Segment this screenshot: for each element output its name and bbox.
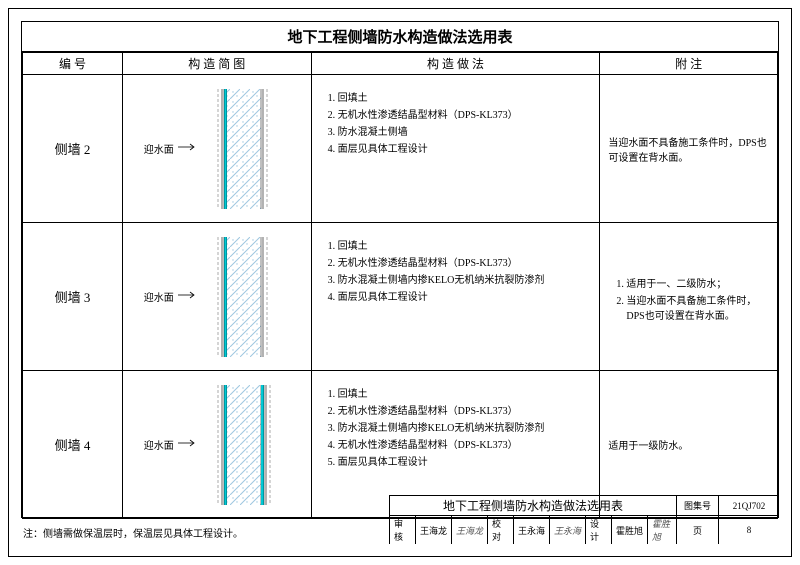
method-step: 面层见具体工程设计 [338,140,592,155]
titleblock-sheet-title: 地下工程侧墙防水构造做法选用表 [390,496,677,515]
wall-section-icon [200,385,290,505]
notes-cell: 适用于一、二级防水； 当迎水面不具备施工条件时，DPS也可设置在背水面。 [600,223,778,371]
method-step: 面层见具体工程设计 [338,288,592,303]
method-cell: 回填土无机水性渗透结晶型材料（DPS-KL373） 防水混凝土侧墙面层见具体工程设… [311,75,600,223]
diagram-label: 迎水面 [144,289,174,304]
title-block: 地下工程侧墙防水构造做法选用表 图集号 21QJ702 审核 王海龙 王海龙 校… [389,495,779,544]
proof-label: 校对 [488,516,514,544]
method-steps: 回填土无机水性渗透结晶型材料（DPS-KL373） 防水混凝土侧墙内掺KELO无机… [320,385,592,468]
diagram-label: 迎水面 [144,141,174,156]
atlas-label: 图集号 [677,496,719,515]
inner-frame: 地下工程侧墙防水构造做法选用表 编 号 构 造 简 图 构 造 做 法 附 注 … [21,21,779,518]
header-diagram: 构 造 简 图 [122,53,311,75]
page-label: 页 [677,516,719,544]
review-label: 审核 [390,516,416,544]
row-id: 侧墙 3 [23,223,123,371]
diagram-label: 迎水面 [144,437,174,452]
table-row: 侧墙 3 迎水面 回填土无机水性渗透结晶型材料（DPS-KL373） 防水混凝土侧… [23,223,778,371]
diagram-cell: 迎水面 [122,223,311,371]
method-step: 无机水性渗透结晶型材料（DPS-KL373） [338,436,592,451]
method-step: 回填土 [338,385,592,400]
method-step: 无机水性渗透结晶型材料（DPS-KL373） [338,254,592,269]
arrow-right-icon [178,143,196,154]
atlas-value: 21QJ702 [719,496,779,515]
row-id: 侧墙 4 [23,371,123,519]
table-row: 侧墙 2 迎水面 回填土无机水性渗透结晶型材料（DPS-KL373） 防水混凝土侧… [23,75,778,223]
proof-signature: 王永海 [550,516,586,544]
outer-frame: 地下工程侧墙防水构造做法选用表 编 号 构 造 简 图 构 造 做 法 附 注 … [8,8,792,557]
method-cell: 回填土无机水性渗透结晶型材料（DPS-KL373） 防水混凝土侧墙内掺KELO无机… [311,223,600,371]
review-signature: 王海龙 [452,516,488,544]
row-id: 侧墙 2 [23,75,123,223]
method-step: 防水混凝土侧墙内掺KELO无机纳米抗裂防渗剂 [338,419,592,434]
page-title: 地下工程侧墙防水构造做法选用表 [22,22,778,52]
table-header-row: 编 号 构 造 简 图 构 造 做 法 附 注 [23,53,778,75]
design-label: 设计 [586,516,612,544]
proof-name: 王永海 [514,516,550,544]
diagram-cell: 迎水面 [122,75,311,223]
method-step: 面层见具体工程设计 [338,453,592,468]
method-step: 回填土 [338,89,592,104]
method-step: 无机水性渗透结晶型材料（DPS-KL373） [338,106,592,121]
design-name: 霍胜旭 [612,516,648,544]
method-steps: 回填土无机水性渗透结晶型材料（DPS-KL373） 防水混凝土侧墙内掺KELO无机… [320,237,592,303]
design-signature: 霍胜旭 [648,516,677,544]
method-step: 防水混凝土侧墙内掺KELO无机纳米抗裂防渗剂 [338,271,592,286]
method-step: 无机水性渗透结晶型材料（DPS-KL373） [338,402,592,417]
method-step: 回填土 [338,237,592,252]
method-steps: 回填土无机水性渗透结晶型材料（DPS-KL373） 防水混凝土侧墙面层见具体工程设… [320,89,592,155]
header-id: 编 号 [23,53,123,75]
header-method: 构 造 做 法 [311,53,600,75]
wall-section-icon [200,237,290,357]
notes-item: 当迎水面不具备施工条件时，DPS也可设置在背水面。 [626,292,769,322]
notes-item: 适用于一、二级防水； [626,275,769,290]
selection-table: 编 号 构 造 简 图 构 造 做 法 附 注 侧墙 2 迎水面 回填土无机水性… [22,52,778,519]
header-notes: 附 注 [600,53,778,75]
page-number: 8 [719,516,779,544]
review-name: 王海龙 [416,516,452,544]
wall-section-icon [200,89,290,209]
diagram-cell: 迎水面 [122,371,311,519]
method-step: 防水混凝土侧墙 [338,123,592,138]
arrow-right-icon [178,439,196,450]
notes-cell: 当迎水面不具备施工条件时，DPS也可设置在背水面。 [600,75,778,223]
notes-list: 适用于一、二级防水； 当迎水面不具备施工条件时，DPS也可设置在背水面。 [608,275,769,322]
footer-note: 注：侧墙需做保温层时，保温层见具体工程设计。 [23,525,243,540]
arrow-right-icon [178,291,196,302]
